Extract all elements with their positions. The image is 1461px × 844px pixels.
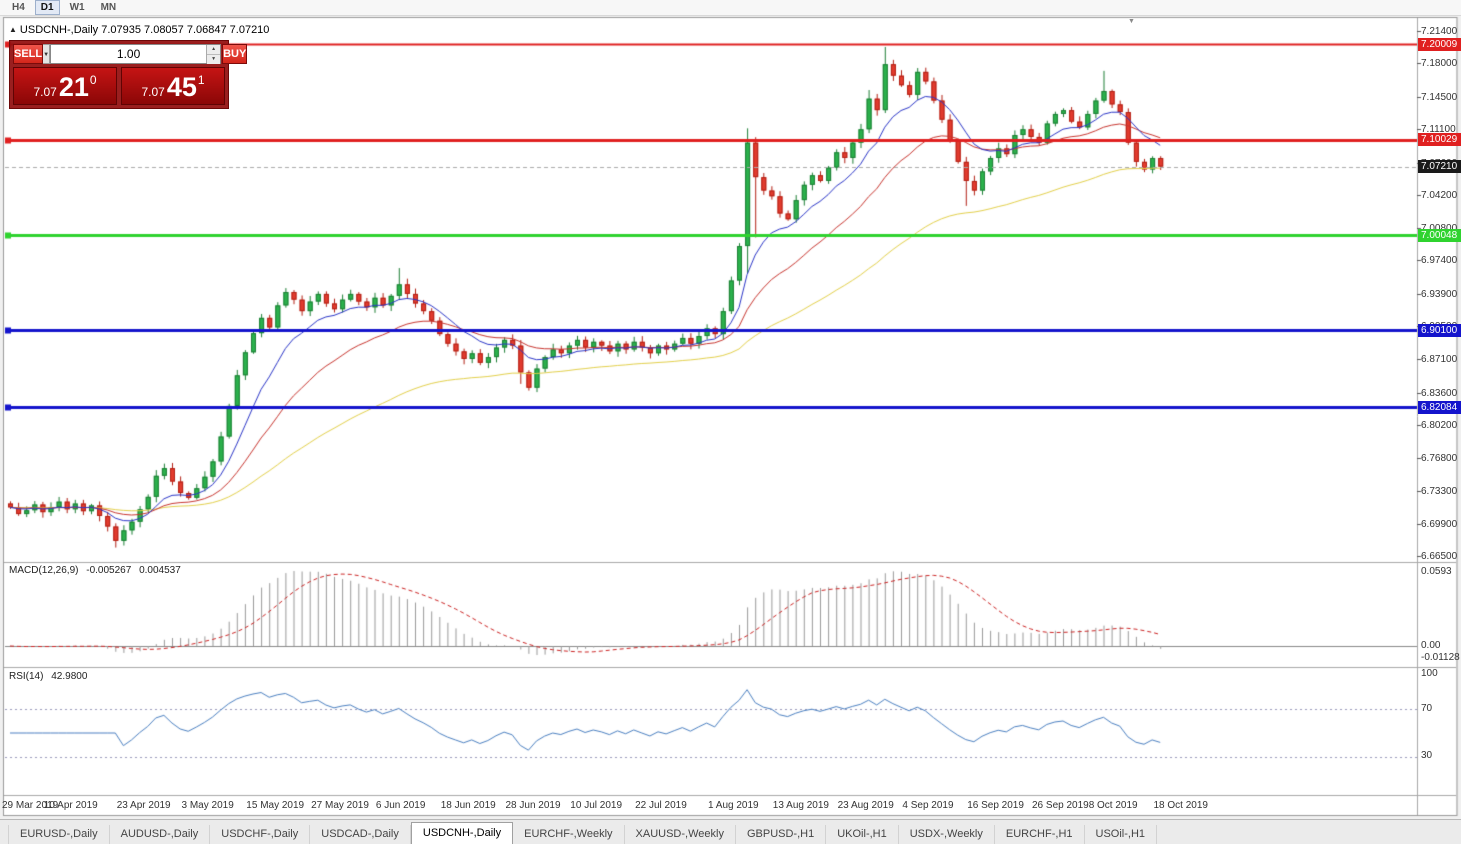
price-axis-label: 7.00800 bbox=[1421, 223, 1457, 234]
volume-increase-button[interactable]: ▲ bbox=[207, 45, 221, 55]
date-axis-label: 28 Jun 2019 bbox=[505, 800, 561, 811]
buy-price-prefix: 7.07 bbox=[141, 85, 165, 99]
price-axis-label: 7.18000 bbox=[1421, 58, 1458, 70]
macd-axis-label: 0.0593 bbox=[1421, 566, 1452, 577]
date-axis-label: 15 May 2019 bbox=[246, 800, 305, 811]
sell-price-button[interactable]: 7.07 21 0 bbox=[13, 67, 117, 105]
date-axis-label: 1 Aug 2019 bbox=[708, 800, 759, 811]
price-axis-label: 6.69900 bbox=[1421, 518, 1458, 530]
timeframe-button-d1[interactable]: D1 bbox=[34, 0, 60, 15]
chart-title: USDCNH-,Daily 7.07935 7.08057 7.06847 7.… bbox=[19, 24, 270, 36]
price-axis-label: 6.87100 bbox=[1421, 354, 1458, 365]
macd-label: MACD(12,26,9) -0.005267 0.004537 bbox=[9, 565, 181, 576]
buy-price-sup: 1 bbox=[197, 73, 205, 87]
symbol-tab[interactable]: GBPUSD-,H1 bbox=[736, 825, 827, 844]
hline-price-badge: 6.82084 bbox=[1418, 400, 1461, 414]
date-axis-label: 26 Sep 2019 bbox=[1032, 800, 1089, 811]
price-axis-label: 6.66500 bbox=[1421, 551, 1458, 563]
date-axis-label: 27 May 2019 bbox=[311, 800, 369, 811]
date-axis-label: 10 Apr 2019 bbox=[43, 800, 98, 811]
date-axis-label: 18 Oct 2019 bbox=[1153, 800, 1208, 811]
symbol-tab[interactable]: EURCHF-,H1 bbox=[995, 825, 1085, 844]
hline-price-badge: 7.00048 bbox=[1418, 228, 1461, 242]
symbol-tab-bar: EURUSD-,Daily AUDUSD-,Daily USDCHF-,Daily U… bbox=[0, 819, 1461, 844]
price-axis-label: 7.14500 bbox=[1421, 91, 1458, 103]
current-price-badge: 7.07210 bbox=[1418, 160, 1461, 173]
symbol-tab[interactable]: EURCHF-,Weekly bbox=[513, 825, 625, 844]
sell-price-sup: 0 bbox=[89, 73, 97, 87]
price-axis-label: 6.76800 bbox=[1421, 452, 1458, 464]
chart-shift-marker[interactable]: ▼ bbox=[1128, 18, 1135, 25]
buy-price-big: 45 bbox=[166, 72, 197, 102]
rsi-value: 42.9800 bbox=[51, 671, 88, 682]
price-axis-label: 6.73300 bbox=[1421, 486, 1458, 498]
symbol-tab[interactable]: UKOil-,H1 bbox=[826, 825, 899, 844]
price-axis-label: 7.04200 bbox=[1421, 190, 1458, 202]
date-axis-label: 22 Jul 2019 bbox=[635, 800, 687, 811]
symbol-tab[interactable]: AUDUSD-,Daily bbox=[110, 825, 211, 844]
date-axis-label: 6 Jun 2019 bbox=[375, 800, 426, 811]
macd-main-value: -0.005267 bbox=[86, 565, 132, 576]
date-axis-label: 29 Mar 2019 bbox=[2, 800, 59, 811]
symbol-tab[interactable]: USDCHF-,Daily bbox=[210, 825, 311, 844]
symbol-tab[interactable]: USDX-,Weekly bbox=[899, 825, 995, 844]
hline-price-badge: 6.90100 bbox=[1418, 323, 1461, 337]
date-axis-label: 23 Apr 2019 bbox=[116, 800, 171, 811]
sell-button[interactable]: SELL bbox=[13, 44, 44, 64]
collapse-panel-icon[interactable]: ▲ bbox=[9, 25, 17, 34]
date-axis-label: 10 Jul 2019 bbox=[570, 800, 623, 811]
price-axis-label: 6.97400 bbox=[1421, 255, 1458, 267]
rsi-axis-label: 30 bbox=[1421, 750, 1433, 761]
macd-axis-label: 0.00 bbox=[1421, 640, 1441, 651]
price-axis-label: 6.93900 bbox=[1421, 288, 1458, 300]
date-axis-label: 13 Aug 2019 bbox=[772, 800, 829, 811]
symbol-tab[interactable]: EURUSD-,Daily bbox=[8, 825, 110, 844]
timeframe-toolbar: H4 D1 W1 MN bbox=[0, 0, 1461, 16]
rsi-label: RSI(14) 42.9800 bbox=[9, 671, 88, 682]
sell-price-prefix: 7.07 bbox=[33, 85, 57, 99]
rsi-axis-label: 70 bbox=[1421, 703, 1433, 714]
buy-price-button[interactable]: 7.07 45 1 bbox=[121, 67, 225, 105]
price-axis-label: 7.11100 bbox=[1421, 124, 1456, 136]
date-axis-label: 16 Sep 2019 bbox=[967, 800, 1024, 811]
timeframe-button-mn[interactable]: MN bbox=[100, 2, 117, 13]
price-axis-label: 6.80200 bbox=[1421, 420, 1458, 432]
timeframe-button-h4[interactable]: H4 bbox=[12, 2, 25, 13]
macd-signal-value: 0.004537 bbox=[139, 565, 181, 576]
symbol-tab[interactable]: USOil-,H1 bbox=[1085, 825, 1158, 844]
volume-decrease-button[interactable]: ▼ bbox=[207, 55, 221, 64]
symbol-tab[interactable]: XAUUSD-,Weekly bbox=[625, 825, 736, 844]
volume-input[interactable] bbox=[51, 45, 207, 63]
price-axis-label: 6.83600 bbox=[1421, 387, 1458, 399]
date-axis-label: 23 Aug 2019 bbox=[837, 800, 894, 811]
date-axis-label: 18 Jun 2019 bbox=[440, 800, 496, 811]
volume-dropdown-button[interactable]: ▼ bbox=[43, 44, 51, 64]
hline-price-badge: 7.20009 bbox=[1418, 37, 1461, 51]
date-axis-label: 8 Oct 2019 bbox=[1088, 800, 1138, 811]
rsi-axis-label: 100 bbox=[1421, 668, 1438, 679]
date-axis-label: 3 May 2019 bbox=[181, 800, 234, 811]
sell-price-big: 21 bbox=[58, 72, 89, 102]
hline-price-badge: 7.10029 bbox=[1418, 133, 1461, 147]
symbol-tab[interactable]: USDCAD-,Daily bbox=[310, 825, 411, 844]
chart-title-bar: ▲ USDCNH-,Daily 7.07935 7.08057 7.06847 7… bbox=[9, 24, 269, 36]
price-axis-label: 7.21400 bbox=[1421, 25, 1458, 37]
date-axis-label: 4 Sep 2019 bbox=[902, 800, 954, 811]
buy-button[interactable]: BUY bbox=[222, 44, 248, 64]
macd-axis-label: -0.01128 bbox=[1421, 652, 1460, 663]
symbol-tab[interactable]: USDCNH-,Daily bbox=[410, 822, 514, 844]
timeframe-button-w1[interactable]: W1 bbox=[69, 2, 85, 13]
